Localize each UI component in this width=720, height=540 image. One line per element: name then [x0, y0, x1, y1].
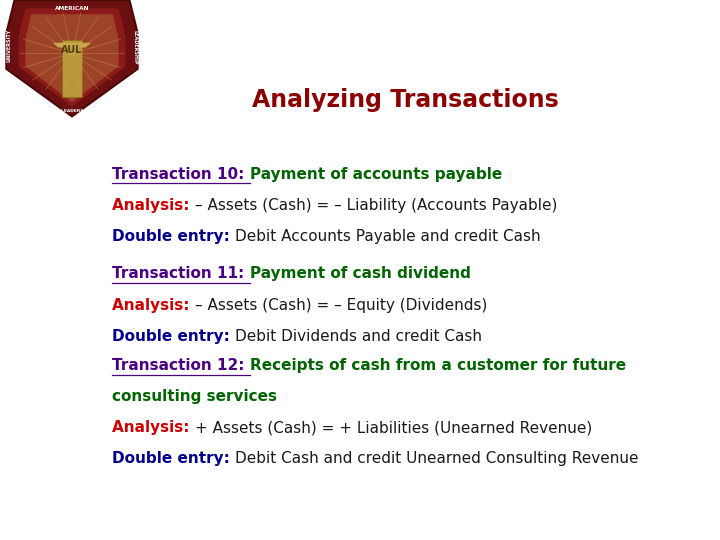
Text: consulting services: consulting services: [112, 389, 277, 404]
Text: Receipts of cash from a customer for future: Receipts of cash from a customer for fut…: [250, 358, 626, 373]
Text: + Assets (Cash) = + Liabilities (Unearned Revenue): + Assets (Cash) = + Liabilities (Unearne…: [195, 420, 593, 435]
Text: Transaction 12:: Transaction 12:: [112, 358, 250, 373]
Text: Debit Dividends and credit Cash: Debit Dividends and credit Cash: [235, 329, 482, 344]
Polygon shape: [53, 43, 91, 48]
Text: Debit Accounts Payable and credit Cash: Debit Accounts Payable and credit Cash: [235, 229, 541, 244]
Text: Analysis:: Analysis:: [112, 420, 195, 435]
Text: UNIVERSITY: UNIVERSITY: [6, 29, 12, 62]
Polygon shape: [25, 14, 119, 102]
Text: LEADERSHIP: LEADERSHIP: [132, 30, 138, 65]
Text: OF LEADERSHIP: OF LEADERSHIP: [53, 109, 91, 113]
Text: Double entry:: Double entry:: [112, 451, 235, 467]
Text: Payment of cash dividend: Payment of cash dividend: [250, 266, 471, 281]
Text: Payment of accounts payable: Payment of accounts payable: [250, 167, 502, 181]
Text: Transaction 11:: Transaction 11:: [112, 266, 250, 281]
Text: AMERICAN: AMERICAN: [55, 6, 89, 11]
Text: Analysis:: Analysis:: [112, 298, 195, 313]
Text: AUL: AUL: [61, 45, 83, 55]
Text: Analysis:: Analysis:: [112, 198, 195, 213]
Text: – Assets (Cash) = – Liability (Accounts Payable): – Assets (Cash) = – Liability (Accounts …: [195, 198, 557, 213]
Text: – Assets (Cash) = – Equity (Dividends): – Assets (Cash) = – Equity (Dividends): [195, 298, 487, 313]
Text: Double entry:: Double entry:: [112, 229, 235, 244]
Text: Transaction 10:: Transaction 10:: [112, 167, 250, 181]
Text: Analyzing Transactions: Analyzing Transactions: [252, 87, 559, 112]
Polygon shape: [6, 0, 138, 117]
Polygon shape: [19, 8, 125, 107]
Text: Debit Cash and credit Unearned Consulting Revenue: Debit Cash and credit Unearned Consultin…: [235, 451, 639, 467]
Text: Double entry:: Double entry:: [112, 329, 235, 344]
Bar: [63, 40, 81, 97]
